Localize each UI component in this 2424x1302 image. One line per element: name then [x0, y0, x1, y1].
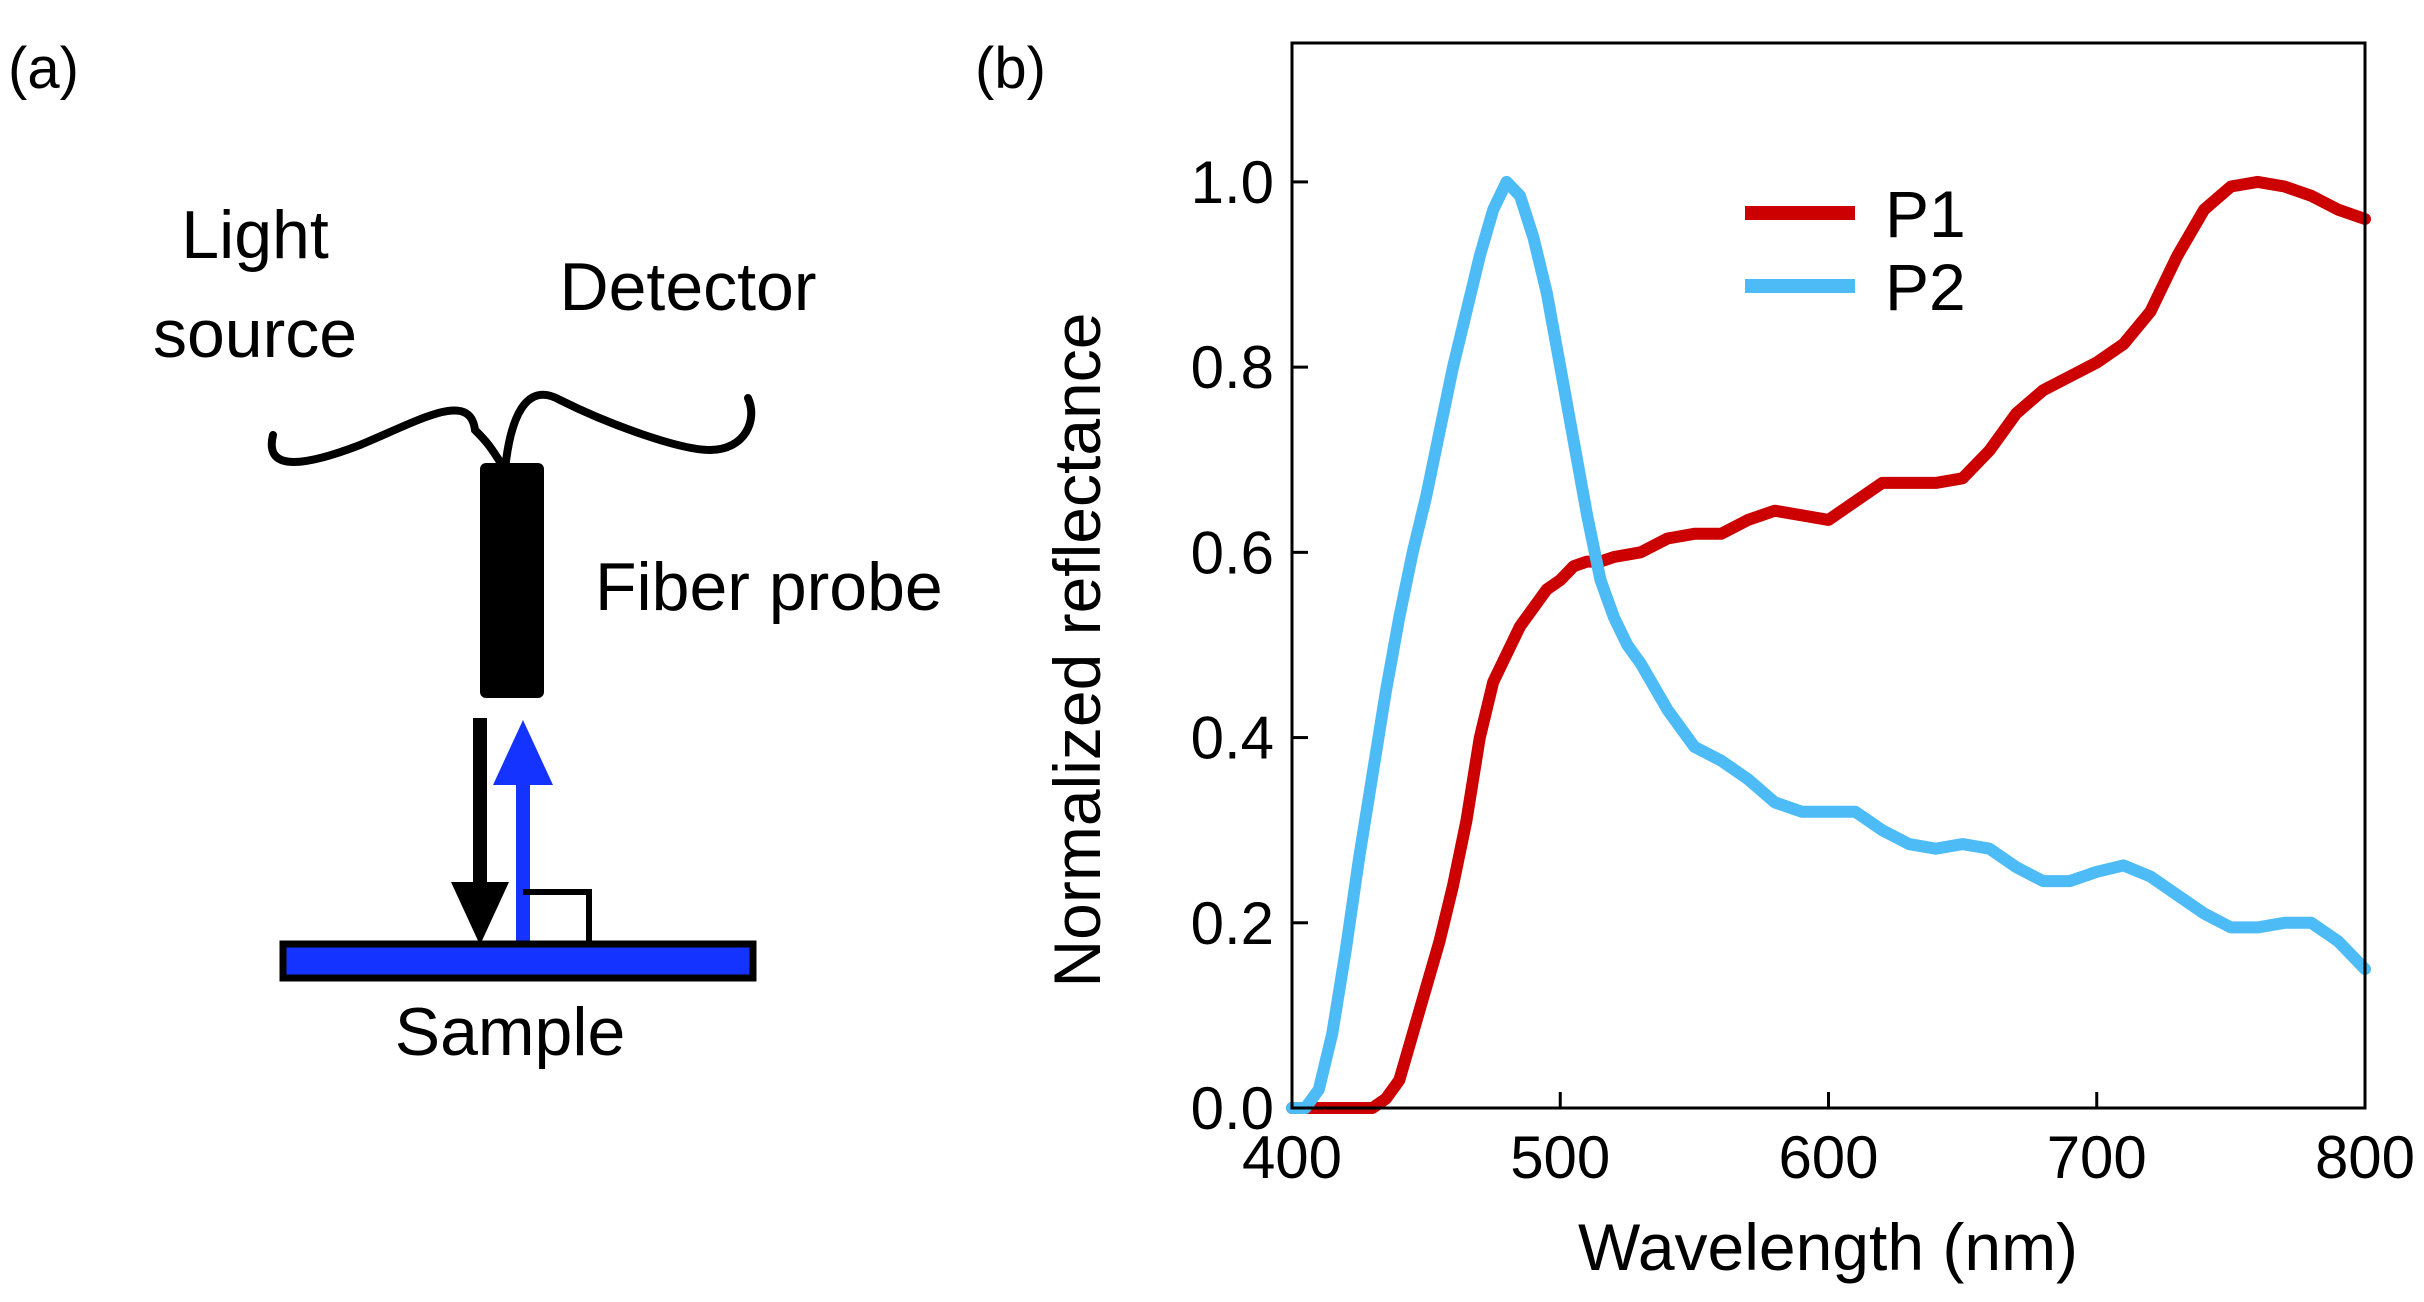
tick-layer: 400 500 600 700 800 0.0 0.2 0.4 0.6 0.8 1.0: [1191, 149, 2415, 1191]
light-source-label-line1: Light: [181, 197, 329, 273]
sample-slab: [279, 940, 757, 982]
fiber-probe-label: Fiber probe: [595, 549, 943, 625]
y-tick-label: 0.0: [1191, 1075, 1274, 1142]
y-tick-label: 1.0: [1191, 149, 1274, 216]
x-tick-label: 600: [1778, 1124, 1878, 1191]
detector-label: Detector: [560, 249, 817, 325]
panel-a-label: (a): [8, 36, 79, 101]
fiber-probe-body: [480, 463, 544, 698]
y-tick-label: 0.2: [1191, 890, 1274, 957]
legend-p2-label: P2: [1885, 250, 1966, 324]
legend: P1 P2: [1745, 177, 1966, 324]
y-tick-label: 0.8: [1191, 334, 1274, 401]
series-line-p1: [1286, 175, 2371, 1114]
x-tick-label: 700: [2047, 1124, 2147, 1191]
detector-fiber: [501, 390, 756, 474]
panel-b: (b) Normalized reflectance Wavelength (n…: [975, 36, 2415, 1284]
series-line-p2: [1286, 175, 2371, 1114]
panel-a: (a) Light source Detector Fiber probe Sa…: [8, 36, 943, 1070]
incident-light-arrowhead: [451, 882, 509, 945]
panel-b-label: (b): [975, 36, 1046, 101]
y-tick-label: 0.4: [1191, 705, 1274, 772]
y-tick-label: 0.6: [1191, 519, 1274, 586]
x-tick-label: 400: [1242, 1124, 1342, 1191]
light-source-fiber: [267, 406, 509, 474]
light-source-label-line2: source: [153, 296, 357, 372]
x-axis-label: Wavelength (nm): [1578, 1210, 2078, 1284]
reflected-light-arrowhead: [493, 720, 553, 785]
x-tick-label: 500: [1510, 1124, 1610, 1191]
y-axis-label: Normalized reflectance: [1040, 313, 1114, 988]
plot-frame: [1290, 41, 2367, 1110]
sample-label: Sample: [395, 994, 626, 1070]
series-layer: [1286, 175, 2371, 1114]
right-angle-marker: [523, 889, 592, 945]
x-tick-label: 800: [2315, 1124, 2415, 1191]
legend-p1-label: P1: [1885, 177, 1966, 251]
